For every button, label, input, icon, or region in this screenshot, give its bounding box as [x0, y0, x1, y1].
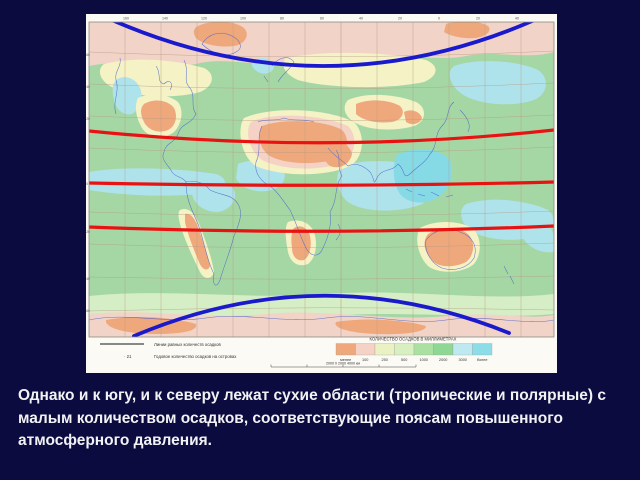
svg-text:60: 60: [86, 53, 90, 57]
svg-text:160: 160: [123, 17, 129, 21]
graticule-lines: [89, 22, 554, 337]
climate-belt-lines: [89, 22, 554, 337]
slide-caption: Однако и к югу, и к северу лежат сухие о…: [18, 385, 618, 453]
svg-text:40: 40: [515, 17, 519, 21]
svg-text:140: 140: [162, 17, 168, 21]
equator-line: [89, 180, 554, 187]
precipitation-map: 160 140 120 100 80 60 40 20 0 20 40 60 4…: [86, 14, 557, 373]
caption-line-1: Однако и к югу, и к северу лежат сухие о…: [18, 387, 606, 404]
svg-text:100: 100: [240, 17, 246, 21]
svg-text:60: 60: [320, 17, 324, 21]
distance-scale-label: 2000 0 2000 4000 км: [326, 362, 361, 366]
island-value-symbol: · 21: [124, 354, 132, 359]
latitude-labels: 60 40 20 0 20 40 60: [86, 53, 90, 313]
svg-text:1000: 1000: [419, 358, 427, 362]
svg-text:3000: 3000: [458, 358, 466, 362]
svg-text:20: 20: [86, 230, 90, 234]
svg-text:120: 120: [201, 17, 207, 21]
svg-text:40: 40: [86, 85, 90, 89]
distance-scale: 2000 0 2000 4000 км: [270, 362, 417, 368]
svg-text:60: 60: [86, 309, 90, 313]
svg-text:40: 40: [86, 277, 90, 281]
tropic-of-capricorn-line: [89, 224, 554, 233]
svg-text:250: 250: [382, 358, 388, 362]
svg-text:80: 80: [280, 17, 284, 21]
scale-title: КОЛИЧЕСТВО ОСАДКОВ В МИЛЛИМЕТРАХ: [370, 337, 457, 342]
svg-text:20: 20: [86, 117, 90, 121]
world-precipitation-map-svg: 160 140 120 100 80 60 40 20 0 20 40 60 4…: [86, 17, 555, 368]
svg-text:0: 0: [438, 17, 440, 21]
svg-text:0: 0: [86, 182, 88, 186]
caption-line-2: малым количеством осадков, соответствующ…: [18, 409, 563, 427]
map-frame: [88, 21, 555, 338]
svg-text:20: 20: [398, 17, 402, 21]
svg-text:500: 500: [401, 358, 407, 362]
antarctic-circle-line: [132, 293, 511, 337]
svg-text:2000: 2000: [439, 358, 447, 362]
isoline-label: Линии равных количеств осадков: [154, 342, 222, 347]
legend-scale-labels: менее 100 250 500 1000 2000 3000 более: [340, 358, 487, 362]
legend-color-scale: КОЛИЧЕСТВО ОСАДКОВ В МИЛЛИМЕТРАХ менее 1…: [335, 337, 493, 362]
svg-text:более: более: [477, 358, 488, 362]
island-value-label: Годовое количество осадков на островах: [154, 354, 237, 359]
legend-left: Линии равных количеств осадков · 21 Годо…: [100, 342, 237, 359]
svg-text:менее: менее: [340, 358, 351, 362]
longitude-labels: 160 140 120 100 80 60 40 20 0 20 40: [123, 17, 519, 21]
svg-text:100: 100: [362, 358, 368, 362]
arctic-circle-line: [112, 22, 535, 68]
svg-text:40: 40: [359, 17, 363, 21]
legend-color-boxes: [335, 343, 493, 356]
caption-line-3: атмосферного давления.: [18, 432, 212, 449]
svg-text:20: 20: [476, 17, 480, 21]
tropic-of-cancer-line: [89, 128, 554, 145]
